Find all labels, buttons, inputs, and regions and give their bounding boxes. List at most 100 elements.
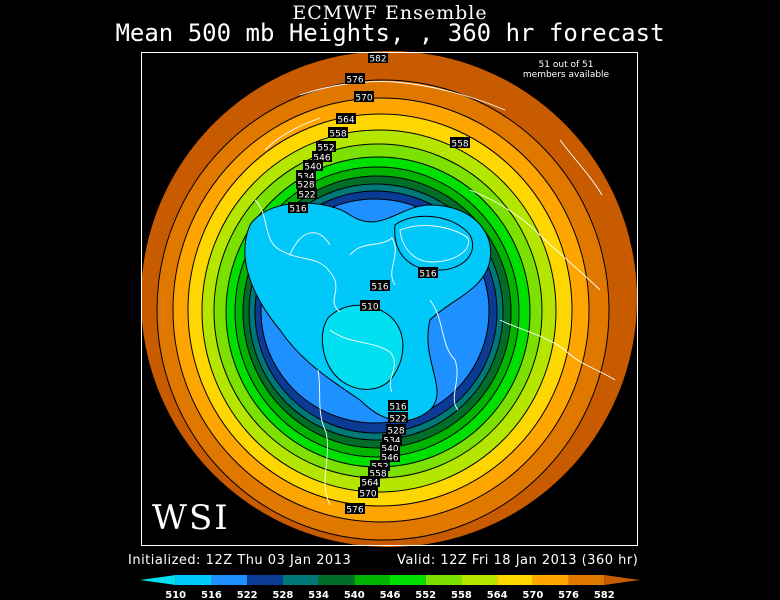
scale-swatch [140,575,176,585]
scale-label: 570 [522,590,543,600]
contour-label: 576 [345,73,365,86]
coastline [264,117,321,151]
contour-labels: 5825765705645585525465405345285225165585… [288,52,470,516]
contour-label-text: 528 [297,181,314,191]
contour-label-text: 522 [389,415,406,425]
contour-label-text: 516 [389,403,406,413]
scale-label: 510 [165,590,186,600]
coastline [499,319,616,381]
contour-label-text: 558 [369,470,386,480]
scale-label: 522 [237,590,258,600]
coastline [469,189,601,291]
contour-label: 558 [368,467,388,480]
scale-label: 534 [308,590,329,600]
scale-swatch [425,575,462,585]
contour-label: 522 [388,412,408,425]
contour-label: 528 [296,178,316,191]
members-text: members available [522,70,610,80]
scale-swatch [461,575,498,585]
scale-swatch [354,575,390,585]
contour-label: 570 [354,91,374,104]
scale-swatch [175,575,212,585]
scale-label: 564 [487,590,508,600]
contour-label-text: 564 [361,479,378,489]
coastline [329,329,395,393]
contour-label: 516 [288,202,308,215]
contour-label: 558 [328,127,348,140]
coastline [254,199,341,313]
coastline [349,237,396,286]
scale-swatch [390,575,426,585]
coastline [299,81,506,111]
initialized-time: Initialized: 12Z Thu 03 Jan 2013 [128,553,352,568]
scale-swatch [532,575,569,585]
contour-label-text: 516 [289,205,306,215]
contour-label: 546 [312,151,332,164]
scale-swatch [247,575,283,585]
contour-label-text: 576 [346,506,363,516]
contour-label-text: 570 [355,94,372,104]
contour-label: 564 [360,476,380,489]
scale-label: 516 [201,590,222,600]
contour-label-text: 540 [304,163,321,173]
page-title: ECMWF Ensemble [292,2,488,24]
contour-label: 552 [316,141,336,154]
contour-label: 516 [388,400,408,413]
contour-516-east [394,215,474,271]
contour-label: 558 [450,137,470,150]
scale-swatch [211,575,248,585]
contour-label: 564 [336,113,356,126]
coastlines [254,81,616,506]
scale-swatch [568,575,605,585]
scale-swatch [604,575,640,585]
color-scale: 510 516 522 528 534 540 546 552 558 564 570 576 582 [140,575,640,600]
wsi-logo: WSI [152,498,230,538]
contour-label-text: 534 [383,437,400,447]
scale-label: 528 [272,590,293,600]
scale-label: 552 [415,590,436,600]
contour-label-text: 516 [419,270,436,280]
contour-label-text: 534 [297,173,314,183]
contour-label: 570 [358,487,378,500]
coastline [429,299,459,411]
contour-label-text: 558 [451,140,468,150]
contour-label: 534 [296,170,316,183]
contour-label-text: 540 [381,445,398,455]
contour-label: 540 [303,160,323,173]
contour-label: 516 [370,280,390,293]
contour-label-text: 552 [317,144,334,154]
valid-time: Valid: 12Z Fri 18 Jan 2013 (360 hr) [397,553,639,568]
page-subtitle: Mean 500 mb Heights, , 360 hr forecast [115,19,665,47]
scale-label: 558 [451,590,472,600]
contour-label: 516 [418,267,438,280]
scale-label: 540 [344,590,365,600]
contour-label-text: 510 [361,303,378,313]
scale-label: 576 [558,590,579,600]
scale-swatch [318,575,355,585]
coastline [317,369,331,506]
scale-swatch [282,575,319,585]
contour-label-text: 528 [387,427,404,437]
contour-label-text: 558 [329,130,346,140]
contour-label-text: 576 [346,76,363,86]
contour-label: 528 [386,424,406,437]
contour-label: 576 [345,503,365,516]
contour-label-text: 570 [359,490,376,500]
coastline [399,225,469,263]
contour-label: 540 [380,442,400,455]
contour-label-text: 546 [381,454,398,464]
contour-label: 546 [380,451,400,464]
contour-label: 522 [297,188,317,201]
contour-label-text: 564 [337,116,354,126]
contour-label: 582 [368,52,388,65]
contour-label-text: 546 [313,154,330,164]
contour-label-text: 516 [371,283,388,293]
contour-label: 534 [382,434,402,447]
scale-swatch [497,575,533,585]
coastline [559,139,603,196]
scale-label: 582 [594,590,615,600]
members-note: 51 out of 51 members available [506,60,626,80]
members-count: 51 out of 51 [538,60,594,70]
contour-label-text: 582 [369,55,386,65]
